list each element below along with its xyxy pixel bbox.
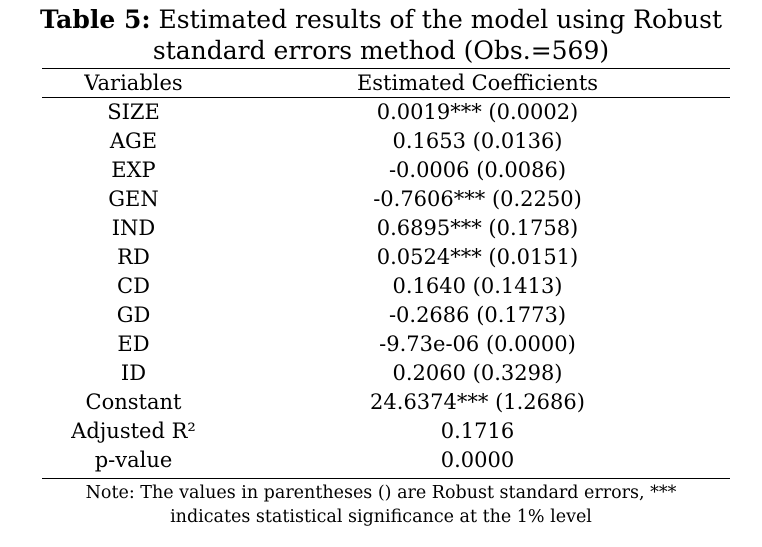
table-row: ID 0.2060 (0.3298) xyxy=(42,359,730,388)
row-variable: ID xyxy=(120,361,147,385)
note-line-2: indicates statistical significance at th… xyxy=(170,507,592,527)
table-row: GEN -0.7606*** (0.2250) xyxy=(42,185,730,214)
table-row: GD -0.2686 (0.1773) xyxy=(42,301,730,330)
row-coefficient: -0.0006 (0.0086) xyxy=(388,158,567,182)
table-caption: Table 5: Estimated results of the model … xyxy=(0,4,762,66)
row-coefficient: 0.1640 (0.1413) xyxy=(392,274,563,298)
row-variable: EXP xyxy=(111,158,156,182)
table-title-line-1: Estimated results of the model using Rob… xyxy=(158,5,723,34)
row-variable: GD xyxy=(116,303,151,327)
row-coefficient: 0.0019*** (0.0002) xyxy=(376,100,579,124)
header-rule xyxy=(42,97,730,98)
row-coefficient: 0.1716 xyxy=(440,419,515,443)
table-row: Constant 24.6374*** (1.2686) xyxy=(42,388,730,417)
results-table: Variables Estimated Coefficients SIZE 0.0… xyxy=(42,70,730,475)
row-coefficient: 0.2060 (0.3298) xyxy=(392,361,563,385)
header-coefficients: Estimated Coefficients xyxy=(356,71,599,95)
row-variable: IND xyxy=(111,216,156,240)
row-coefficient: 24.6374*** (1.2686) xyxy=(370,390,585,414)
row-coefficient: -9.73e-06 (0.0000) xyxy=(379,332,576,356)
table-row: CD 0.1640 (0.1413) xyxy=(42,272,730,301)
row-coefficient: 0.0524*** (0.0151) xyxy=(376,245,579,269)
table-label: Table 5: xyxy=(39,5,151,34)
table-title-line-2: standard errors method (Obs.=569) xyxy=(152,36,610,65)
table-row: ED -9.73e-06 (0.0000) xyxy=(42,330,730,359)
row-variable: CD xyxy=(117,274,150,298)
row-variable: SIZE xyxy=(107,100,160,124)
row-variable: Adjusted R² xyxy=(71,419,196,443)
table-body: SIZE 0.0019*** (0.0002) AGE 0.1653 (0.0136)… xyxy=(42,98,730,475)
row-variable: RD xyxy=(117,245,150,269)
row-coefficient: 0.0000 xyxy=(440,448,515,472)
table-header-row: Variables Estimated Coefficients xyxy=(42,70,730,97)
row-coefficient: -0.7606*** (0.2250) xyxy=(373,187,582,211)
row-coefficient: 0.6895*** (0.1758) xyxy=(376,216,579,240)
bottom-rule xyxy=(42,478,730,479)
top-rule xyxy=(42,68,730,69)
table-row: RD 0.0524*** (0.0151) xyxy=(42,243,730,272)
row-variable: AGE xyxy=(109,129,158,153)
table-row: Adjusted R² 0.1716 xyxy=(42,417,730,446)
table-row: p-value 0.0000 xyxy=(42,446,730,475)
note-line-1: Note: The values in parentheses () are R… xyxy=(85,483,677,503)
row-variable: p-value xyxy=(94,448,173,472)
table-row: IND 0.6895*** (0.1758) xyxy=(42,214,730,243)
table-row: EXP -0.0006 (0.0086) xyxy=(42,156,730,185)
table-note: Note: The values in parentheses () are R… xyxy=(0,481,762,529)
row-variable: ED xyxy=(117,332,150,356)
row-variable: GEN xyxy=(108,187,159,211)
row-coefficient: 0.1653 (0.0136) xyxy=(392,129,563,153)
row-coefficient: -0.2686 (0.1773) xyxy=(388,303,567,327)
table-row: AGE 0.1653 (0.0136) xyxy=(42,127,730,156)
row-variable: Constant xyxy=(85,390,182,414)
table-row: SIZE 0.0019*** (0.0002) xyxy=(42,98,730,127)
header-variables: Variables xyxy=(84,71,183,95)
caption-line-1: Table 5: Estimated results of the model … xyxy=(0,4,762,35)
